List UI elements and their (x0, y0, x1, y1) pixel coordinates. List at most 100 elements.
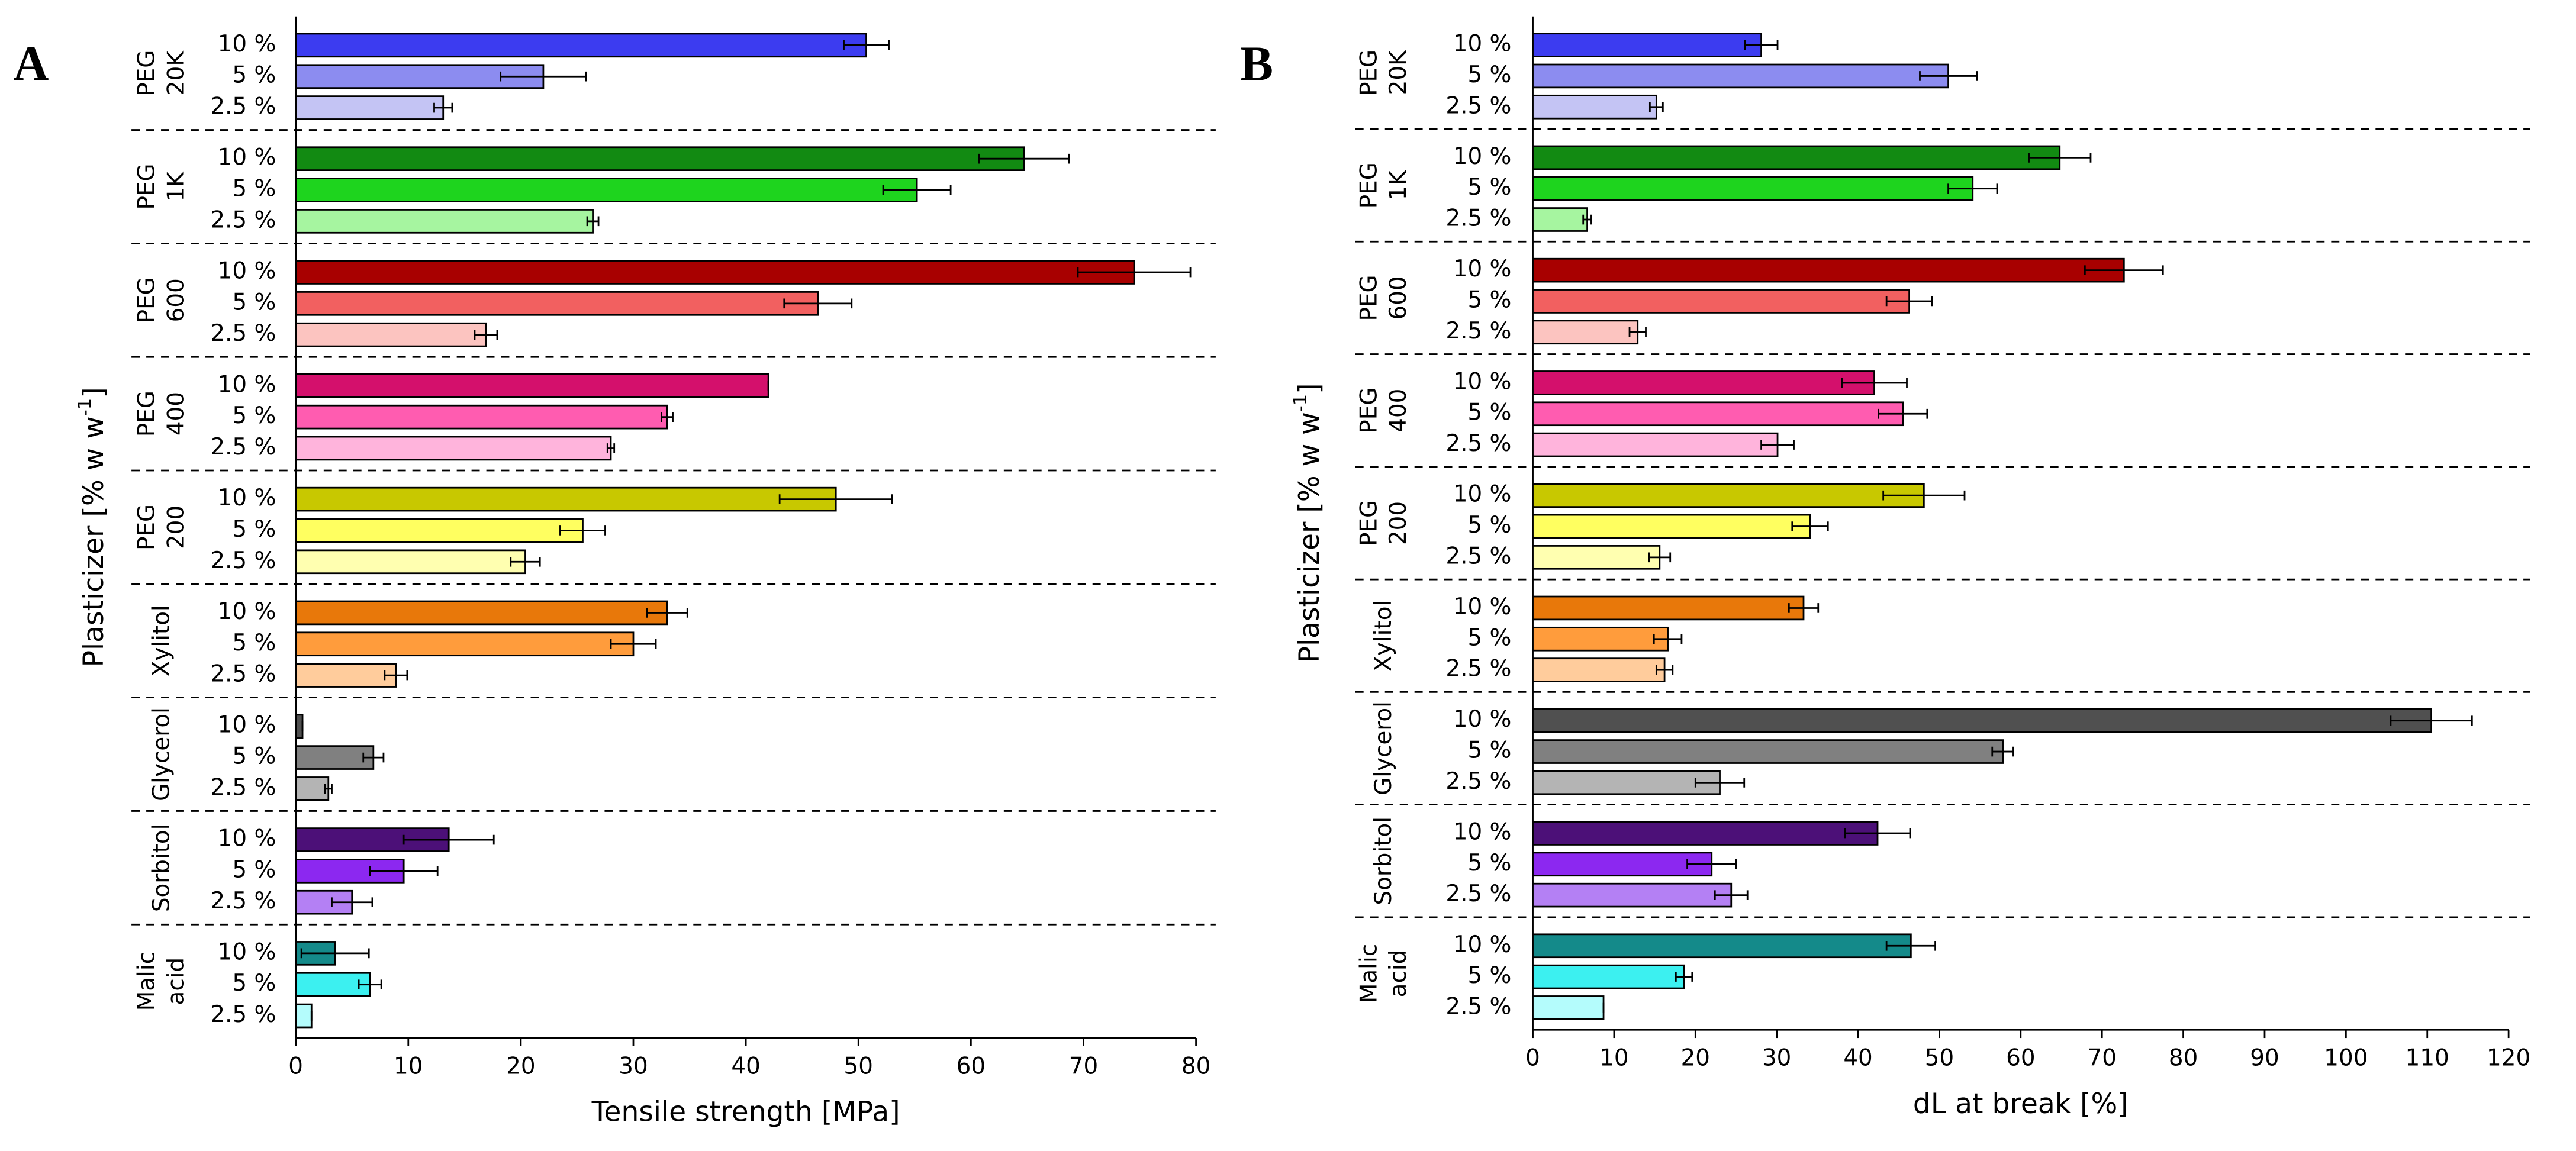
group-label: Malic (133, 952, 160, 1011)
category-label: 5 % (1467, 286, 1511, 313)
bar (295, 663, 397, 688)
error-bar (369, 866, 439, 876)
category-label: 2.5 % (210, 1001, 276, 1028)
bar (1532, 257, 2125, 283)
group-label: acid (1385, 950, 1412, 998)
error-bar (1628, 327, 1647, 337)
x-tick-label: 0 (1525, 1045, 1540, 1072)
group-label: 400 (163, 392, 189, 436)
category-label: 10 % (1453, 31, 1512, 57)
group-label: 1K (1385, 170, 1412, 201)
category-label: 2.5 % (210, 320, 276, 347)
x-tick-label: 40 (731, 1053, 760, 1080)
error-bar (610, 639, 657, 649)
x-tick-label: 60 (957, 1053, 986, 1080)
y-axis-title-end: ] (78, 387, 110, 398)
group-label: 200 (1385, 501, 1412, 545)
bar (1532, 483, 1925, 508)
error-bar (646, 608, 688, 618)
category-label: 2.5 % (1445, 993, 1511, 1020)
bar (1532, 514, 1811, 539)
group-label: Glycerol (148, 707, 175, 801)
category-label: 10 % (218, 826, 276, 852)
bar (1532, 33, 1762, 57)
error-bar (661, 412, 674, 422)
category-label: 10 % (1453, 256, 1512, 282)
bar (295, 146, 1025, 172)
category-label: 2.5 % (210, 661, 276, 688)
category-label: 2.5 % (1445, 543, 1511, 569)
bar (1532, 289, 1911, 314)
error-bar (510, 556, 541, 567)
x-tick-label: 40 (1843, 1045, 1872, 1072)
category-label: 5 % (1467, 399, 1511, 426)
error-bar (1648, 552, 1672, 563)
group-label: 400 (1385, 389, 1412, 433)
category-label: 10 % (1453, 368, 1512, 395)
error-bar (1991, 746, 2014, 757)
error-bar (433, 102, 453, 113)
category-label: 10 % (218, 31, 276, 57)
error-bar (1744, 40, 1779, 50)
group-label: Xylitol (148, 605, 175, 676)
category-label: 10 % (218, 371, 276, 398)
bar (1532, 708, 2432, 733)
group-label: PEG (133, 391, 160, 437)
group-label: Malic (1355, 944, 1382, 1003)
y-axis-title-sup: -1 (75, 398, 95, 416)
panel-label: B (1241, 37, 1274, 92)
category-label: 2.5 % (210, 888, 276, 914)
category-label: 2.5 % (1445, 656, 1511, 682)
bar (295, 972, 371, 997)
category-label: 2.5 % (1445, 318, 1511, 344)
category-label: 5 % (1467, 737, 1511, 764)
category-label: 10 % (218, 144, 276, 171)
bar (295, 1003, 313, 1029)
x-tick-label: 90 (2250, 1045, 2279, 1072)
error-bar (331, 897, 373, 908)
category-label: 5 % (1467, 62, 1511, 88)
category-label: 10 % (218, 939, 276, 965)
category-label: 5 % (1467, 512, 1511, 539)
bar (1532, 432, 1779, 457)
x-tick-label: 60 (2006, 1045, 2035, 1072)
category-label: 5 % (232, 62, 276, 89)
category-label: 2.5 % (1445, 92, 1511, 119)
error-bar (2390, 715, 2473, 726)
error-bar (402, 834, 495, 845)
bar (295, 178, 918, 202)
x-tick-label: 30 (1762, 1045, 1791, 1072)
bar (295, 373, 769, 398)
category-label: 10 % (218, 485, 276, 511)
error-bar (1653, 634, 1683, 644)
group-label: PEG (1355, 275, 1382, 321)
category-label: 2.5 % (210, 94, 276, 120)
x-tick-label: 110 (2406, 1045, 2449, 1072)
error-bar (778, 494, 893, 504)
error-bar (2084, 265, 2164, 275)
category-label: 5 % (232, 970, 276, 997)
bar (295, 404, 668, 430)
error-bar (1077, 267, 1192, 278)
error-bar (1686, 859, 1737, 869)
error-bar (1582, 214, 1592, 225)
error-bar (606, 443, 616, 453)
category-label: 5 % (232, 516, 276, 543)
group-label: PEG (1355, 500, 1382, 546)
bar (1532, 995, 1605, 1020)
bar (1532, 401, 1904, 427)
error-bar (1919, 71, 1978, 81)
category-label: 5 % (1467, 174, 1511, 201)
error-bar (500, 71, 587, 82)
bar (1532, 545, 1661, 570)
y-axis-title-text: Plasticizer [% w w (1293, 412, 1326, 663)
category-label: 10 % (218, 257, 276, 284)
bar (1532, 320, 1639, 345)
error-bar (1675, 972, 1693, 982)
category-label: 5 % (232, 402, 276, 429)
category-label: 5 % (1467, 850, 1511, 876)
category-label: 5 % (1467, 624, 1511, 651)
group-label: 600 (163, 278, 189, 322)
error-bar (1694, 778, 1746, 788)
